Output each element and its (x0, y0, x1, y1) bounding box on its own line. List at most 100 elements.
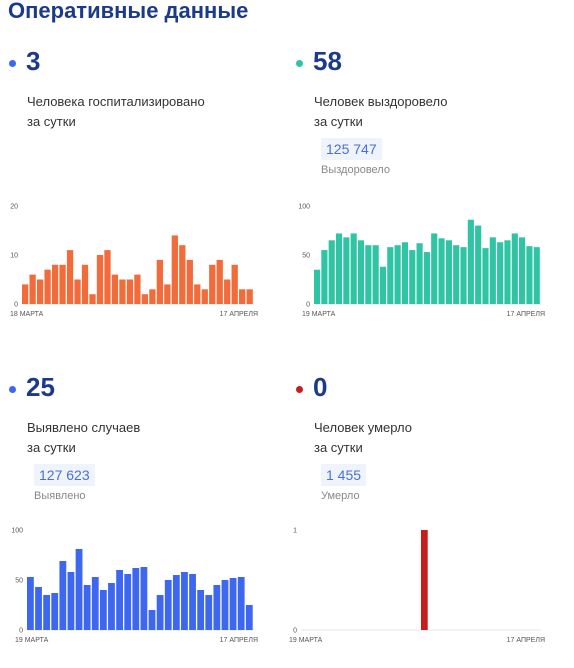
detected-panel: 25 Выявлено случаев за сутки 127 623 Выя… (0, 368, 280, 668)
chart-bar (224, 279, 231, 304)
description-line-1: Человек умерло (314, 420, 412, 435)
description-line-1: Выявлено случаев (27, 420, 141, 435)
description-line-2: за сутки (27, 114, 76, 129)
chart-bar (59, 561, 67, 630)
recovered-total: 125 747 (321, 138, 382, 160)
y-tick-label: 1 (293, 528, 297, 535)
detected-total-label: Выявлено (34, 490, 86, 502)
chart-bar (35, 587, 42, 630)
chart-bar (96, 255, 104, 304)
chart-bar (111, 274, 119, 304)
chart-bar (372, 245, 379, 304)
description-line-1: Человек выздоровело (314, 94, 448, 109)
chart-bar (27, 577, 34, 630)
chart-bar (229, 578, 237, 630)
chart-bar (43, 595, 51, 630)
page-title: Оперативные данные (8, 0, 249, 23)
chart-bar (108, 583, 115, 630)
hospitalized-value: 3 (26, 46, 41, 76)
chart-bar (194, 284, 201, 304)
chart-bar (116, 570, 123, 630)
chart-bar (335, 233, 343, 304)
recovered-value: 58 (313, 46, 342, 76)
chart-bar (328, 240, 335, 304)
description-line-2: за сутки (314, 114, 363, 129)
chart-bar (148, 610, 156, 630)
chart-bar (526, 246, 533, 304)
chart-bar (205, 595, 213, 630)
chart-bar (197, 590, 205, 630)
chart-bar (119, 279, 126, 304)
x-start-label: 19 МАРТА (302, 311, 336, 318)
chart-bar (519, 237, 526, 304)
x-end-label: 17 АПРЕЛЯ (507, 637, 545, 644)
chart-bar (126, 279, 134, 304)
chart-bar (533, 247, 540, 304)
hospitalized-description: Человека госпитализировано за сутки (27, 92, 247, 132)
chart-bar (321, 250, 328, 304)
chart-bar (467, 219, 474, 304)
y-tick-label: 0 (306, 302, 310, 309)
y-tick-label: 0 (14, 302, 18, 309)
chart-bar (124, 574, 132, 630)
chart-bar (89, 294, 96, 304)
x-start-label: 19 МАРТА (15, 637, 49, 644)
deaths-total-label: Умерло (321, 490, 360, 502)
chart-bar (409, 250, 416, 304)
detected-total: 127 623 (34, 464, 95, 486)
chart-bar (141, 294, 149, 304)
recovered-description: Человек выздоровело за сутки (314, 92, 534, 132)
chart-bar (149, 289, 156, 304)
description-line-2: за сутки (314, 440, 363, 455)
chart-bar (164, 580, 172, 630)
chart-bar (475, 225, 482, 304)
chart-bar (231, 264, 238, 304)
hospitalized-panel: 3 Человека госпитализировано за сутки 0 1… (0, 42, 280, 342)
chart-bar (132, 568, 140, 630)
chart-bar (91, 577, 99, 630)
chart-bar (497, 242, 504, 304)
bullet-icon (296, 386, 303, 393)
chart-bar (237, 577, 245, 630)
chart-bar (186, 259, 193, 304)
chart-bar (445, 240, 452, 304)
recovered-panel: 58 Человек выздоровело за сутки 125 747 … (287, 42, 567, 342)
chart-bar (51, 593, 59, 630)
chart-bar (350, 233, 357, 304)
bullet-icon (9, 386, 16, 393)
deaths-value: 0 (313, 372, 328, 402)
chart-bar (99, 590, 107, 630)
chart-bar (246, 289, 253, 304)
chart-bar (74, 279, 81, 304)
y-tick-label: 50 (302, 253, 310, 260)
chart-bar (453, 245, 460, 304)
chart-bar (75, 549, 83, 630)
chart-bar (401, 242, 409, 304)
chart-bar (22, 284, 29, 304)
chart-bar (81, 264, 89, 304)
chart-bar (460, 247, 467, 304)
chart-bar (365, 245, 372, 304)
deaths-description: Человек умерло за сутки (314, 418, 534, 458)
y-tick-label: 20 (10, 204, 18, 211)
detected-value: 25 (26, 372, 55, 402)
deaths-total: 1 455 (321, 464, 367, 486)
x-end-label: 17 АПРЕЛЯ (507, 311, 545, 318)
chart-bar (134, 274, 141, 304)
description-line-1: Человека госпитализировано (27, 94, 205, 109)
chart-bar (482, 248, 489, 304)
chart-bar (156, 595, 164, 630)
description-line-2: за сутки (27, 440, 76, 455)
chart-bar (36, 279, 44, 304)
recovered-chart: 0 50 100 19 МАРТА 17 АПРЕЛЯ (298, 204, 545, 319)
x-start-label: 18 МАРТА (10, 311, 44, 318)
hospitalized-chart: 0 10 20 18 МАРТА 17 АПРЕЛЯ (10, 204, 258, 319)
y-tick-label: 100 (298, 204, 310, 211)
chart-bar (156, 259, 163, 304)
chart-bar (44, 269, 51, 304)
chart-bar (416, 243, 423, 304)
chart-bar (489, 237, 496, 304)
chart-bar (314, 269, 321, 304)
chart-bar (51, 264, 59, 304)
chart-bar (423, 252, 430, 304)
